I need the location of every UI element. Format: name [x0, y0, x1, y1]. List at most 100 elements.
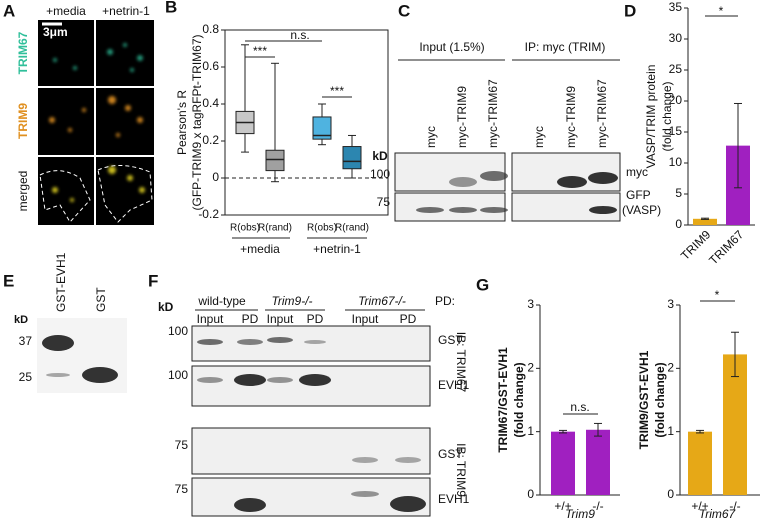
- y-tick-label: 0.2: [202, 133, 219, 147]
- kd-label: kD: [372, 149, 388, 163]
- blot: [191, 325, 431, 517]
- lane-label: myc: [532, 126, 546, 148]
- x-tick-label: R(rand): [335, 223, 369, 234]
- y-tick-label: 15: [669, 124, 683, 138]
- panel-label: G: [476, 275, 489, 294]
- panel-label: C: [398, 1, 410, 20]
- box: [265, 149, 285, 172]
- y-tick-label: 25: [669, 62, 683, 76]
- group-label: IP: myc (TRIM): [525, 40, 606, 54]
- x-tick-label: +/+: [554, 499, 571, 513]
- blot: [37, 318, 127, 393]
- x-tick-label: +/+: [691, 499, 708, 513]
- blot: [394, 152, 621, 222]
- significance-label: ***: [253, 44, 267, 58]
- marker-label: 37: [19, 334, 33, 348]
- pd-label: PD:: [435, 294, 455, 308]
- group-label: +netrin-1: [313, 242, 361, 256]
- y-tick-label: 0: [527, 487, 534, 501]
- marker-label: 25: [19, 370, 33, 384]
- marker-label: 100: [168, 324, 188, 338]
- bar: [551, 431, 575, 495]
- box: [312, 116, 332, 140]
- band-label: GFP: [626, 188, 651, 202]
- panel-label: F: [148, 271, 158, 290]
- y-tick-label: 5: [675, 186, 682, 200]
- y-tick-label: 0.8: [202, 22, 219, 36]
- lane-label: myc-TRIM9: [564, 86, 578, 148]
- column-label: +media: [46, 4, 86, 18]
- x-axis-label: Trim67: [699, 507, 737, 521]
- significance-label: *: [715, 288, 720, 302]
- lane-label: myc-TRIM67: [595, 79, 609, 148]
- kd-label: kD: [14, 314, 28, 326]
- box: [342, 146, 362, 170]
- row-label: TRIM67: [16, 31, 30, 74]
- lane-label: myc-TRIM67: [486, 79, 500, 148]
- genotype-label: Trim67-/-: [358, 294, 406, 308]
- band-label: GST: [438, 447, 463, 461]
- lane-label: myc-TRIM9: [455, 86, 469, 148]
- band-label: (VASP): [622, 203, 661, 217]
- lane-label: GST: [94, 287, 108, 312]
- y-axis-title: VASP/TRIM protein: [644, 65, 658, 169]
- lane-label: Input: [267, 312, 294, 326]
- band-label: EVH1: [438, 378, 470, 392]
- panel-label: E: [3, 271, 14, 290]
- x-tick-label: -/-: [592, 499, 603, 513]
- lane-label: GST-EVH1: [54, 252, 68, 312]
- genotype-label: Trim9-/-: [271, 294, 312, 308]
- y-tick-label: -0.2: [198, 207, 219, 221]
- y-tick-label: 0.4: [202, 96, 219, 110]
- y-tick-label: 20: [669, 93, 683, 107]
- genotype-label: wild-type: [197, 294, 246, 308]
- group-label: +media: [240, 242, 280, 256]
- significance-label: n.s.: [570, 400, 589, 414]
- group-label: Input (1.5%): [419, 40, 484, 54]
- band-label: GST: [438, 333, 463, 347]
- lane-label: PD: [242, 312, 259, 326]
- bar: [586, 429, 610, 495]
- x-tick-label: R(rand): [258, 223, 292, 234]
- y-tick-label: 30: [669, 31, 683, 45]
- marker-label: 100: [168, 368, 188, 382]
- y-axis-title: (fold change): [512, 362, 526, 437]
- y-axis-title: (fold change): [653, 362, 667, 437]
- row-label: TRIM9: [16, 103, 30, 139]
- scale-bar-label: 3μm: [43, 25, 68, 39]
- kd-label: kD: [158, 300, 174, 314]
- x-axis-label: Trim9: [565, 507, 595, 521]
- y-tick-label: 10: [669, 155, 683, 169]
- y-axis-title: (fold change): [660, 81, 674, 151]
- panel-label: B: [165, 0, 177, 16]
- marker-label: 75: [175, 438, 189, 452]
- bar: [688, 431, 712, 495]
- significance-label: ***: [330, 84, 344, 98]
- y-tick-label: 2: [527, 361, 534, 375]
- marker-label: 100: [370, 167, 390, 181]
- x-tick-label: R(obs): [307, 223, 337, 234]
- panel-label: D: [624, 1, 636, 20]
- lane-label: Input: [197, 312, 224, 326]
- band-label: EVH1: [438, 492, 470, 506]
- x-tick-label: -/-: [729, 499, 740, 513]
- y-tick-label: 0: [675, 217, 682, 231]
- ib-label: IB: TRIM9: [454, 443, 468, 497]
- panel-label: A: [3, 1, 15, 20]
- y-tick-label: 1: [667, 424, 674, 438]
- plot-frame: [224, 29, 389, 216]
- marker-label: 75: [175, 482, 189, 496]
- x-tick-label: R(obs): [230, 223, 260, 234]
- column-label: +netrin-1: [102, 4, 150, 18]
- y-axis-title: Pearson's R: [175, 90, 189, 155]
- lane-label: PD: [307, 312, 324, 326]
- y-tick-label: 3: [527, 297, 534, 311]
- lane-label: PD: [400, 312, 417, 326]
- band-label: myc: [626, 165, 648, 179]
- y-tick-label: 0: [667, 487, 674, 501]
- y-axis-title: TRIM67/GST-EVH1: [496, 347, 510, 453]
- y-tick-label: 1: [527, 424, 534, 438]
- significance-label: n.s.: [290, 28, 309, 42]
- micrographs: [38, 20, 154, 225]
